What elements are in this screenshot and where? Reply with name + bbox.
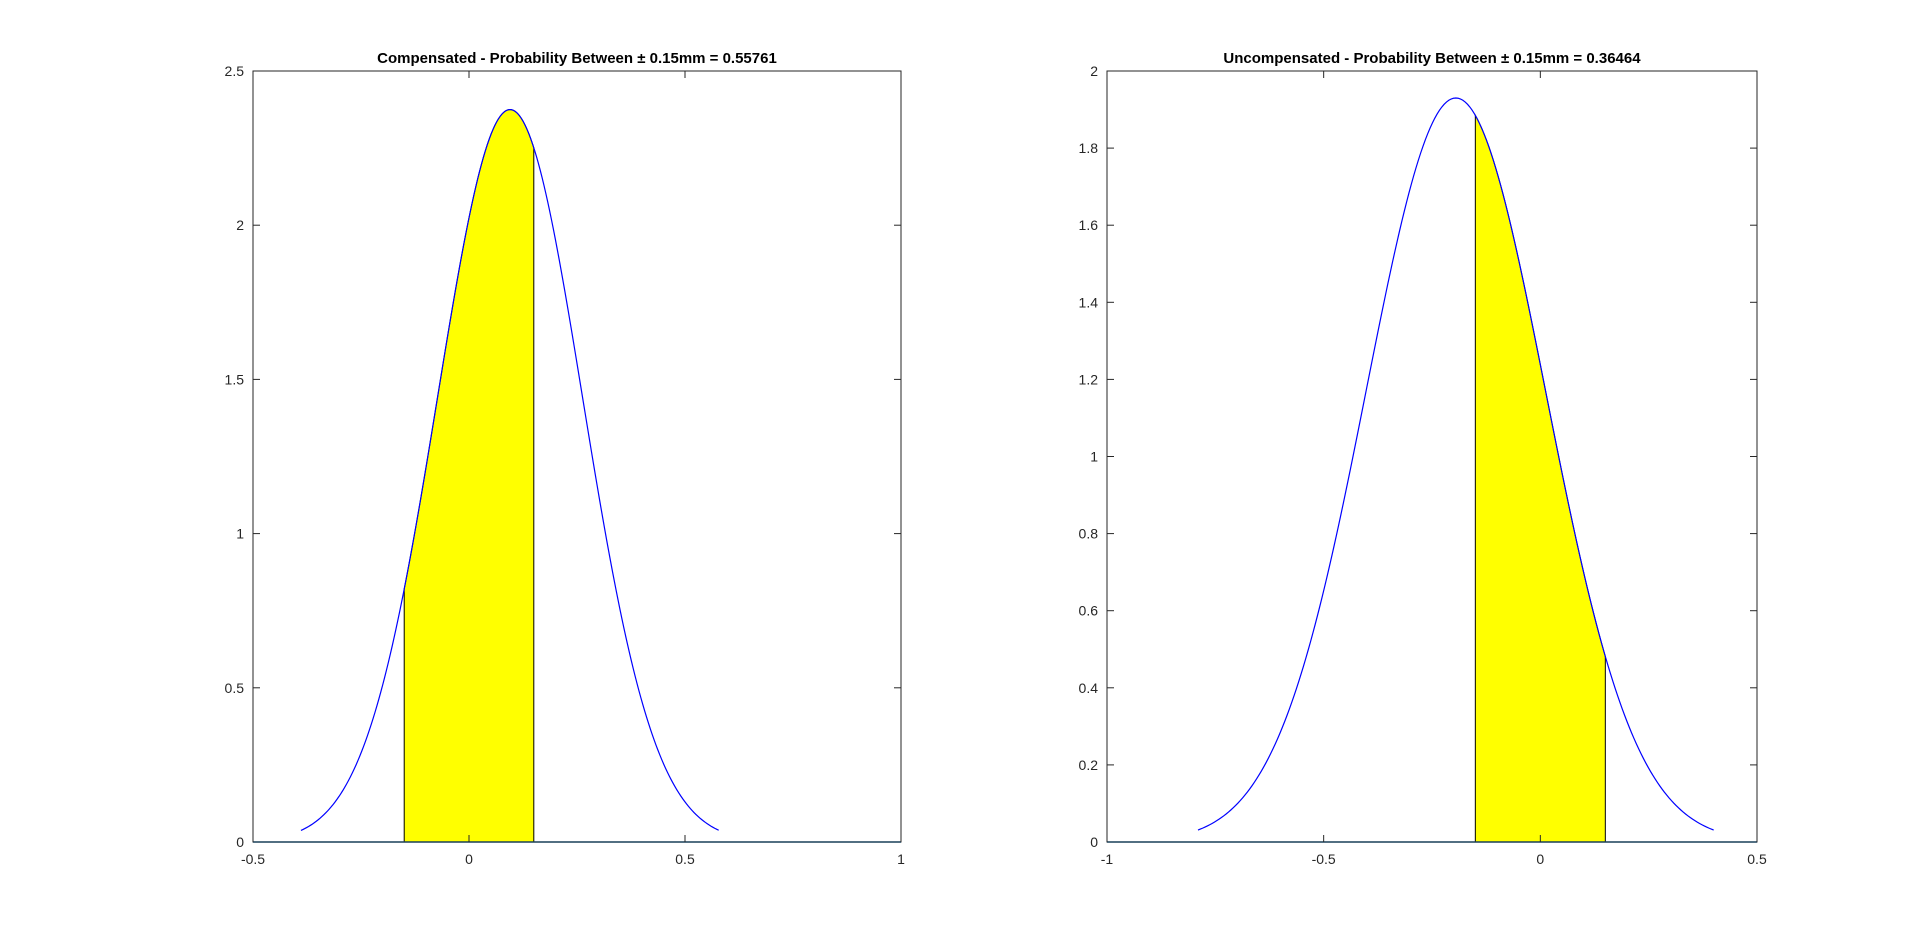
y-tick-label: 2.5 — [225, 63, 245, 79]
y-tick-label: 2 — [1090, 63, 1098, 79]
y-tick-label: 1 — [236, 526, 244, 542]
chart-title: Uncompensated - Probability Between ± 0.… — [1223, 50, 1641, 67]
density-curve — [300, 108, 719, 831]
y-tick-label: 1.8 — [1079, 140, 1099, 156]
y-tick-label: 2 — [236, 217, 244, 233]
x-tick-label: 0.5 — [1747, 851, 1767, 867]
y-tick-label: 0.6 — [1079, 603, 1099, 619]
x-tick-label: 0 — [465, 851, 473, 867]
x-tick-label: -0.5 — [241, 851, 265, 867]
x-tick-label: -0.5 — [1312, 851, 1336, 867]
plot-area — [1107, 71, 1757, 842]
y-tick-label: 0.4 — [1079, 680, 1099, 696]
x-tick-label: 0 — [1536, 851, 1544, 867]
y-tick-label: 0 — [236, 834, 244, 850]
y-tick-label: 1.5 — [225, 371, 245, 387]
y-tick-label: 0.8 — [1079, 526, 1099, 542]
y-tick-label: 0.2 — [1079, 757, 1099, 773]
chart-2: -1 -0.5 0 0.5 0 0.2 0.4 0.6 0.8 1 1.2 1.4 1.6 1.8 2 Unc… — [1079, 50, 1767, 867]
x-tick-label: 1 — [897, 851, 905, 867]
plot-area — [253, 71, 901, 842]
y-tick-label: 0.5 — [225, 680, 245, 696]
y-tick-label: 1 — [1090, 449, 1098, 465]
x-tick-label: -1 — [1101, 851, 1114, 867]
y-tick-label: 1.2 — [1079, 371, 1099, 387]
y-tick-label: 1.6 — [1079, 217, 1099, 233]
y-tick-label: 0 — [1090, 834, 1098, 850]
axes-box — [252, 70, 902, 843]
x-tick-label: 0.5 — [675, 851, 695, 867]
density-curve — [1197, 97, 1714, 831]
chart-title: Compensated - Probability Between ± 0.15… — [377, 50, 777, 67]
y-tick-label: 1.4 — [1079, 294, 1099, 310]
